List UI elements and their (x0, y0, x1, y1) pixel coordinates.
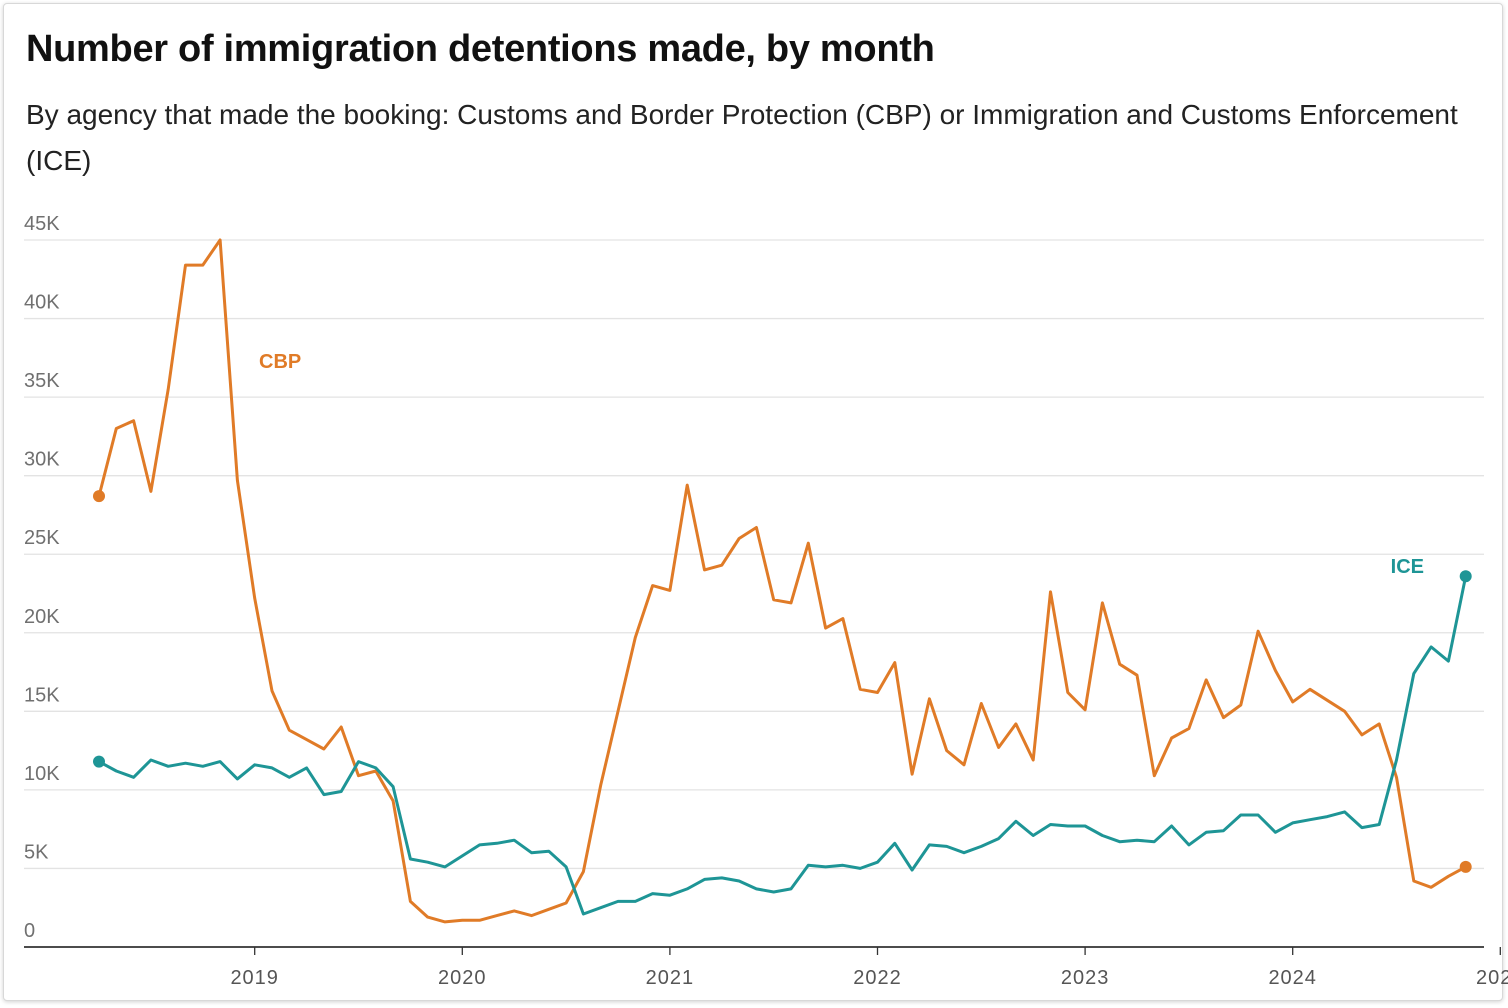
chart-subtitle: By agency that made the booking: Customs… (26, 99, 1458, 176)
y-tick-label: 5K (24, 841, 49, 863)
series-label-cbp: CBP (259, 351, 301, 373)
series-line-ice (97, 574, 1468, 916)
x-tick-label: 2020 (438, 967, 487, 989)
series-line-cbp (97, 238, 1468, 924)
chart-card: Number of immigration detentions made, b… (3, 3, 1503, 1001)
y-tick-label: 35K (24, 370, 60, 392)
y-tick-label: 45K (24, 213, 60, 235)
chart-title: Number of immigration detentions made, b… (26, 28, 935, 70)
y-tick-label: 10K (24, 763, 60, 785)
series-label-ice: ICE (1391, 556, 1424, 578)
y-tick-label: 0 (24, 920, 35, 942)
y-tick-label: 20K (24, 606, 60, 628)
x-tick-label: 2024 (1268, 967, 1317, 989)
x-tick-label: 2019 (230, 967, 279, 989)
y-tick-label: 15K (24, 684, 60, 706)
y-tick-label: 40K (24, 292, 60, 314)
series-start-dot-cbp (93, 490, 105, 503)
x-tick-label: 2021 (646, 967, 695, 989)
x-tick-label: 2025 (1476, 967, 1508, 989)
series-start-dot-ice (93, 755, 105, 768)
series-end-dot-ice (1459, 570, 1472, 583)
x-tick-label: 2022 (853, 967, 902, 989)
y-tick-label: 30K (24, 449, 60, 471)
series-end-dot-cbp (1459, 860, 1472, 873)
x-tick-label: 2023 (1061, 967, 1110, 989)
y-tick-label: 25K (24, 527, 60, 549)
